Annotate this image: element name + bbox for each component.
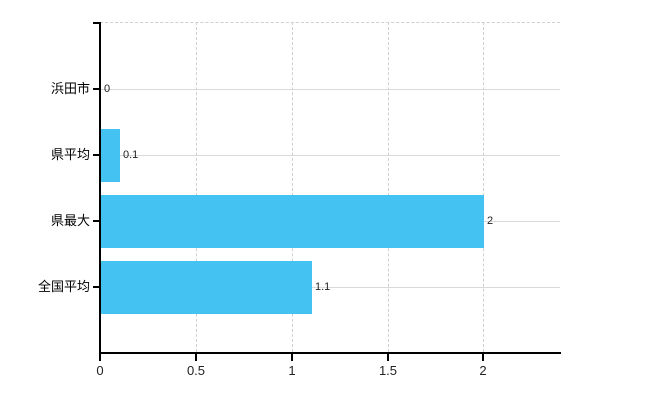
x-tick-label: 1: [288, 363, 296, 378]
horizontal-gridline: [101, 89, 560, 90]
x-tick: [482, 354, 484, 361]
vertical-gridline: [196, 22, 197, 352]
horizontal-gridline: [101, 155, 560, 156]
bar: [101, 195, 484, 248]
x-tick: [291, 354, 293, 361]
x-tick: [387, 354, 389, 361]
plot-top-border: [100, 22, 560, 23]
category-label: 全国平均: [37, 279, 90, 294]
x-tick: [99, 354, 101, 361]
category-label: 浜田市: [50, 81, 90, 96]
value-label: 2: [487, 215, 494, 227]
vertical-gridline: [292, 22, 293, 352]
bar: [101, 261, 312, 314]
category-tick: [93, 154, 100, 156]
x-axis: [99, 352, 561, 354]
category-label: 県平均: [50, 147, 90, 162]
x-tick-label: 0: [96, 363, 104, 378]
x-tick: [195, 354, 197, 361]
category-label: 県最大: [50, 213, 90, 228]
vertical-gridline: [483, 22, 484, 352]
vertical-gridline: [388, 22, 389, 352]
value-label: 0: [104, 83, 111, 95]
category-tick: [93, 220, 100, 222]
category-tick: [93, 88, 100, 90]
x-tick-label: 1.5: [378, 363, 398, 378]
horizontal-gridline: [101, 287, 560, 288]
x-tick-label: 0.5: [186, 363, 206, 378]
x-tick-label: 2: [479, 363, 487, 378]
category-tick: [93, 286, 100, 288]
y-axis: [99, 22, 101, 361]
bar: [101, 129, 120, 182]
value-label: 1.1: [315, 281, 331, 293]
y-axis-top-tick: [93, 22, 100, 24]
value-label: 0.1: [123, 149, 139, 161]
